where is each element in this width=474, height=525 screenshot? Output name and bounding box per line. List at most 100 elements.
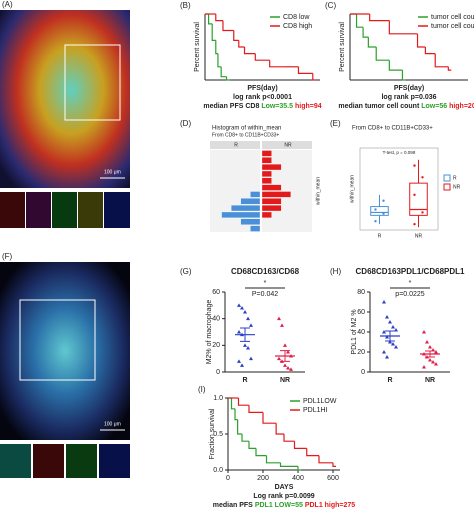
y-tick-label: 0.5 [213,431,223,438]
y-tick-label: 20 [357,349,365,356]
legend-label: tumor cell count high [431,23,474,30]
median-part: Low=35.5 [261,103,293,110]
survival-step [318,455,333,464]
x-tick-label: NR [280,377,290,384]
channel-image [52,192,77,228]
y-axis-label: Percent survival [194,22,201,72]
survival-step [434,53,449,68]
point [277,356,281,361]
y-tick-label: 40 [357,329,365,336]
survival-step [243,47,256,55]
median-part: median tumor cell count [338,103,420,110]
sig-star: * [264,280,267,287]
panel-f [0,262,130,478]
zoom-box [64,44,121,121]
chart-title: CD68CD163/CD68 [231,267,300,276]
hist-bar [261,211,272,218]
y-axis-label: Fraction survival [209,408,216,459]
survival-step [312,73,316,81]
survival-step [237,419,242,435]
y-axis-label: Percent survival [339,22,346,72]
survival-step [225,76,230,81]
point [289,367,293,371]
y-tick-label: 40 [212,316,220,323]
legend-swatch [443,174,451,182]
point [413,193,416,197]
stat: log rank p=0.036 [381,94,436,101]
point [240,363,244,367]
point [286,366,290,370]
survival-step [275,423,284,435]
point [382,350,386,354]
hist-bar [240,198,261,205]
survival-step [222,20,234,32]
panel-label: (H) [330,267,341,276]
survival-step [269,60,285,68]
y-tick-label: 80 [357,289,365,296]
survival-step [248,441,256,449]
hist-bar [221,211,261,218]
channel-image [99,444,130,478]
survival-step [424,47,436,55]
survival-step [367,37,377,48]
scale-label: 100 μm [104,169,121,175]
median-part: median PFS CD8 [203,103,259,110]
point [391,342,395,346]
stat: Log rank p=0.0099 [253,493,314,500]
point [422,330,426,334]
median-text: median tumor cell count Low=56 high=206 [338,103,474,110]
survival-step [217,53,222,68]
channel-image [0,444,31,478]
point [237,330,241,334]
survival-step [238,40,245,48]
survival-step [293,441,307,449]
point [388,320,392,324]
legend-label: PDL1LOW [303,398,337,405]
hist-bar [261,170,272,177]
survival-step [262,412,277,424]
sig-star: * [409,280,412,287]
survival-step [265,455,281,464]
x-tick-label: R [378,233,382,239]
x-tick-label: NR [425,377,435,384]
hist-bar [261,177,272,184]
survival-step [234,408,238,421]
survival-step [388,20,418,35]
point [249,356,253,361]
y-axis-label: PDL1 of M2 % [351,309,358,354]
point [421,176,424,179]
hist-bar [261,164,282,171]
point [249,323,253,327]
point [283,363,287,367]
point [382,330,386,334]
scale-label: 100 μm [104,421,121,427]
sem-bar [425,350,435,358]
point [385,335,389,339]
point [280,323,284,327]
survival-step [416,33,426,48]
point [374,208,377,211]
survival-step [362,27,369,38]
y-tick-label: 0.0 [213,467,223,474]
median-text: median PFS PDL1 LOW=55 PDL1 high=275 [213,502,356,509]
zoom-box [19,299,96,381]
median-part: Low=56 [421,103,447,110]
survival-step [248,405,263,413]
channel-image [78,192,103,228]
hist-bar [240,218,261,225]
panel-label: (B) [180,1,191,10]
median-part: median PFS [213,502,253,509]
hist-bar [231,205,261,212]
channel-image [33,444,64,478]
survival-step [297,66,313,74]
point [425,340,429,344]
survival-step [306,448,319,457]
point [434,362,438,366]
facet-label: NR [284,142,292,148]
sem-bar [280,350,290,362]
panel-a [0,10,130,228]
point [243,343,247,347]
x-axis-label: DAYS [275,484,294,491]
survival-step [369,14,390,22]
